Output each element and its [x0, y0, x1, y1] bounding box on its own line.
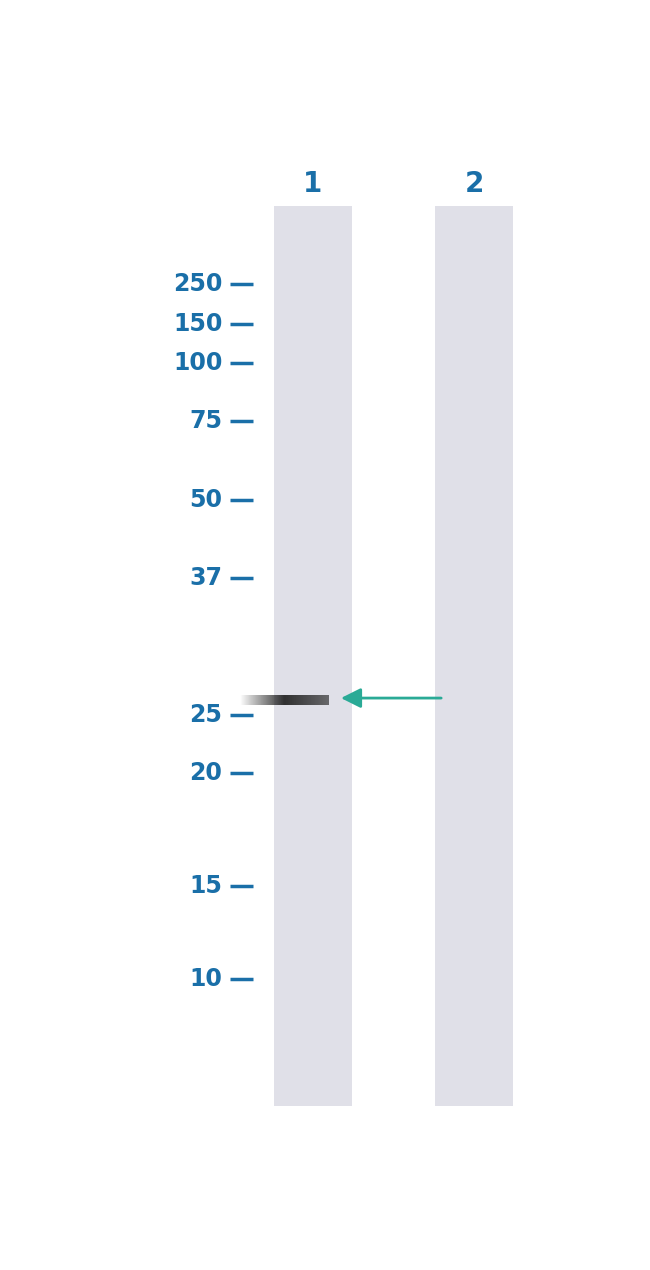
Text: 2: 2: [465, 170, 484, 198]
Text: 150: 150: [173, 311, 222, 335]
Text: 75: 75: [189, 409, 222, 433]
Bar: [435, 206, 514, 1106]
Text: 10: 10: [189, 966, 222, 991]
Text: 15: 15: [189, 874, 222, 898]
Text: 37: 37: [189, 566, 222, 589]
Bar: [274, 206, 352, 1106]
Text: 20: 20: [189, 762, 222, 785]
Text: 25: 25: [189, 702, 222, 726]
Text: 50: 50: [189, 488, 222, 512]
Text: 100: 100: [173, 351, 222, 375]
Text: 250: 250: [173, 273, 222, 296]
Text: 1: 1: [304, 170, 322, 198]
